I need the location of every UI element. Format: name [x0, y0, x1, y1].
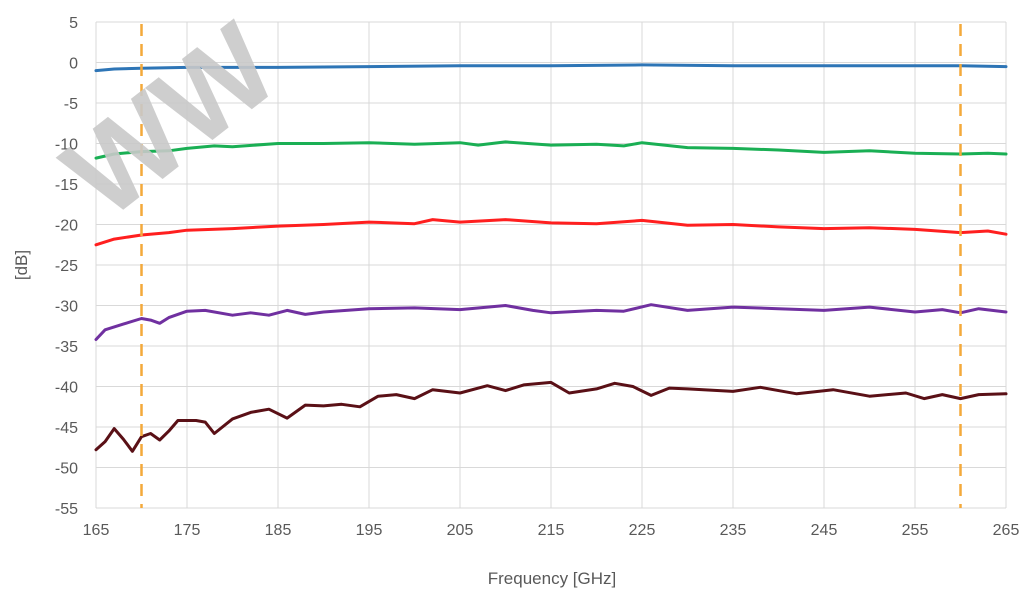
x-axis-title: Frequency [GHz]: [488, 569, 617, 588]
y-tick-label: -20: [55, 218, 78, 235]
series-line-2: [94, 140, 1008, 160]
x-tick-label: 235: [720, 522, 747, 539]
x-tick-label: 255: [902, 522, 929, 539]
grid: [95, 21, 1007, 509]
x-tick-label: 165: [83, 522, 110, 539]
y-axis-title: [dB]: [12, 250, 31, 280]
x-tick-label: 245: [811, 522, 838, 539]
y-tick-label: -30: [55, 299, 78, 316]
y-tick-label: -25: [55, 258, 78, 275]
y-tick-label: -10: [55, 137, 78, 154]
x-tick-label: 215: [538, 522, 565, 539]
y-tick-label: -40: [55, 380, 78, 397]
x-tick-label: 195: [356, 522, 383, 539]
x-tick-label: 175: [174, 522, 201, 539]
vertical-markers: [140, 24, 962, 508]
y-tick-label: -15: [55, 177, 78, 194]
x-tick-label: 265: [993, 522, 1020, 539]
x-tick-label: 205: [447, 522, 474, 539]
series-lines: [94, 63, 1008, 453]
series-line-4: [94, 303, 1008, 341]
tick-labels: 5 0 -5 -10 -15 -20 -25 -30 -35 -40 -45 -50 -55 165 175…: [55, 15, 1020, 539]
y-tick-label: -55: [55, 501, 78, 518]
x-tick-label: 225: [629, 522, 656, 539]
series-line-3: [94, 218, 1008, 247]
y-tick-label: -5: [64, 96, 78, 113]
y-tick-label: 0: [69, 56, 78, 73]
y-tick-label: 5: [69, 15, 78, 32]
y-tick-label: -45: [55, 420, 78, 437]
y-tick-label: -35: [55, 339, 78, 356]
x-tick-label: 185: [265, 522, 292, 539]
y-tick-label: -50: [55, 461, 78, 478]
watermark: WW: [40, 0, 302, 243]
series-line-5: [94, 380, 1008, 453]
series-line-1: [94, 63, 1008, 73]
